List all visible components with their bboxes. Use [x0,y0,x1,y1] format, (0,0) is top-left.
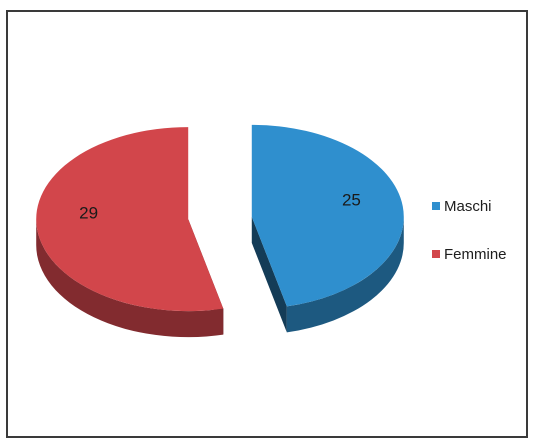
legend-item-maschi: Maschi [432,196,507,216]
legend-label-femmine: Femmine [444,245,507,263]
legend-item-femmine: Femmine [432,244,507,264]
legend: Maschi Femmine [432,196,507,292]
slice-top-femmine [36,127,224,312]
data-label-maschi: 25 [342,191,361,210]
pie-slice-femmine: 29 [36,127,224,338]
slice-rim-maschi [286,216,404,333]
slice-cut-face-maschi-1 [251,216,287,333]
slice-rim-femmine [36,219,224,338]
slice-top-maschi [251,124,404,307]
legend-swatch-femmine [432,250,440,258]
data-label-femmine: 29 [79,203,98,222]
legend-swatch-maschi [432,202,440,210]
legend-label-maschi: Maschi [444,197,492,215]
pie-slice-maschi: 25 [251,124,404,333]
